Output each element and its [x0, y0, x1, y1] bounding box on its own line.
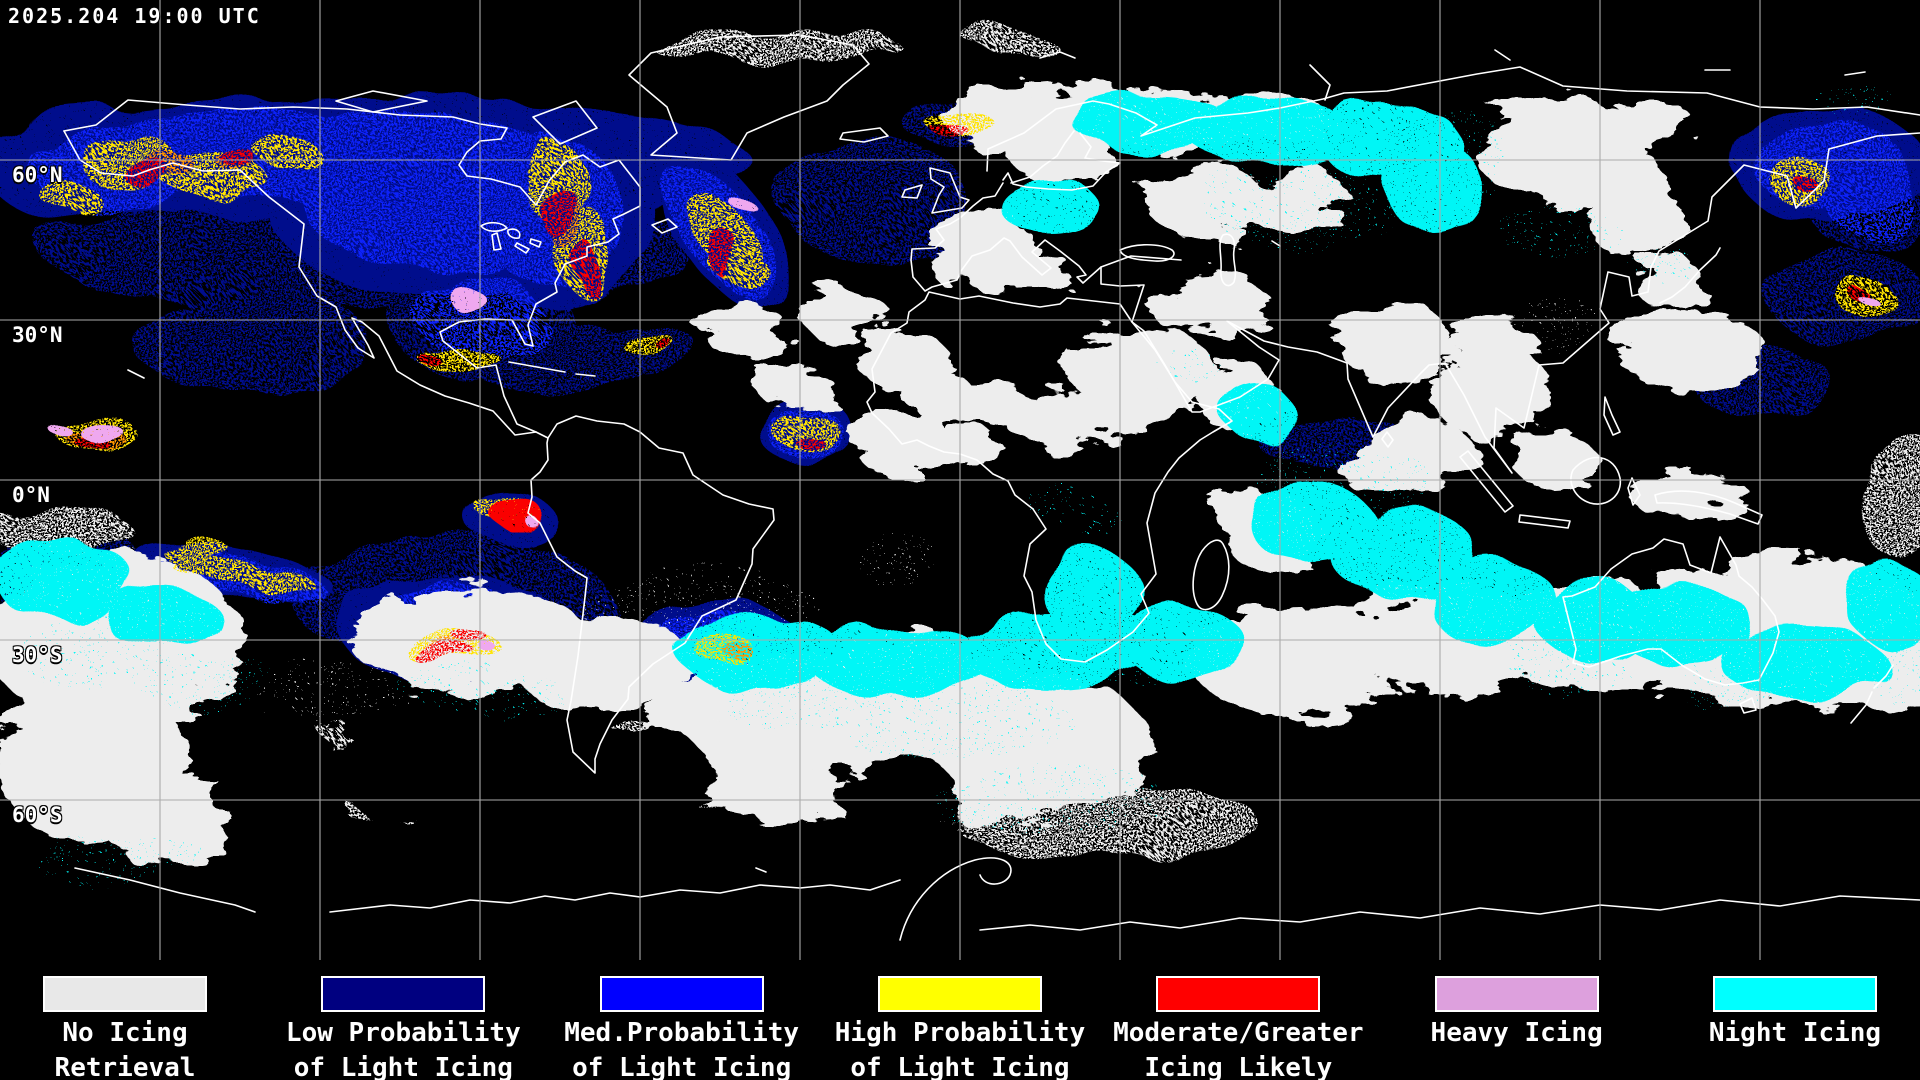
lat-label-60s: 60°S [12, 803, 63, 827]
legend-swatch-med-prob [599, 976, 764, 1012]
legend-label: of Light Icing [572, 1053, 792, 1080]
legend-label: of Light Icing [293, 1053, 513, 1080]
legend-swatch-high-prob [877, 976, 1042, 1012]
coastlines [63, 34, 1920, 941]
legend-label: Retrieval [54, 1053, 196, 1080]
legend-label: No Icing [62, 1018, 188, 1048]
legend-label: Med.Probability [564, 1018, 800, 1048]
icing-spot-red-dense [490, 498, 542, 528]
lat-label-30n: 30°N [12, 323, 63, 347]
world-map-svg [0, 0, 1920, 960]
legend-item-no-icing: No Icing Retrieval [0, 960, 250, 1080]
legend-swatch-night [1712, 976, 1877, 1012]
legend-label: Moderate/Greater [1113, 1018, 1364, 1048]
icing-field-red [79, 117, 1865, 666]
legend-label: Low Probability [285, 1018, 521, 1048]
lat-label-0n: 0°N [12, 483, 50, 507]
legend-label: Icing Likely [1144, 1053, 1333, 1080]
legend-label: Heavy Icing [1430, 1018, 1603, 1048]
legend-item-heavy: Heavy Icing [1392, 960, 1642, 1055]
legend-label: Night Icing [1708, 1018, 1882, 1048]
icing-field-pink [50, 200, 1876, 645]
lat-label-60n: 60°N [12, 163, 63, 187]
lat-label-30s: 30°S [12, 643, 63, 667]
legend-label: High Probability [834, 1018, 1086, 1048]
legend-swatch-low-prob [321, 976, 486, 1012]
legend-bar: No Icing Retrieval Low Probability of Li… [0, 960, 1920, 1080]
legend-item-night: Night Icing [1670, 960, 1920, 1055]
legend-item-low-prob: Low Probability of Light Icing [278, 960, 528, 1080]
legend-swatch-heavy [1434, 976, 1599, 1012]
swath-edge-scallops [218, 696, 960, 900]
global-icing-map: 2025.204 19:00 UTC 60°N 30°N 0°N 30°S 60… [0, 0, 1920, 960]
graticule [0, 0, 1920, 960]
legend-label: of Light Icing [850, 1053, 1070, 1080]
legend-swatch-no-icing [43, 976, 207, 1012]
legend-item-moderate: Moderate/Greater Icing Likely [1113, 960, 1364, 1080]
legend-item-high-prob: High Probability of Light Icing [835, 960, 1085, 1080]
legend-item-med-prob: Med.Probability of Light Icing [557, 960, 807, 1080]
timestamp: 2025.204 19:00 UTC [8, 4, 261, 28]
legend-swatch-moderate [1156, 976, 1321, 1012]
